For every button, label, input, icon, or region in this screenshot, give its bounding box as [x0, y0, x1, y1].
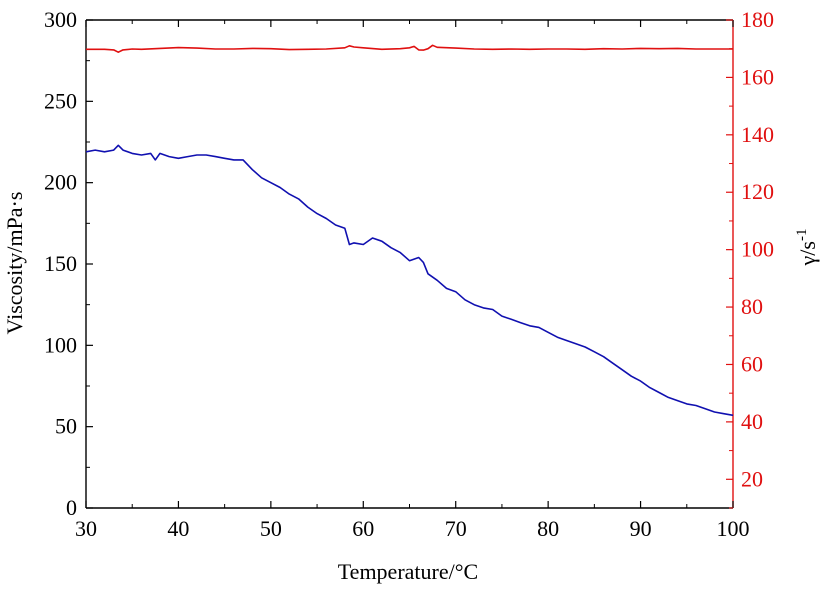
x-axis: 30 40 50 60 70 80 90 100	[75, 20, 750, 541]
x-axis-label: Temperature/°C	[338, 559, 478, 584]
y-right-tick-label: 40	[741, 409, 763, 434]
y-left-tick-label: 150	[44, 251, 77, 276]
x-tick-label: 50	[260, 516, 282, 541]
y-axis-left: 0 50 100 150 200 250 300	[44, 7, 93, 520]
y-right-tick-label: 100	[741, 237, 774, 262]
series-layer	[85, 44, 734, 417]
y-axis-right-label-exponent: -1	[794, 229, 810, 242]
y-left-tick-label: 200	[44, 170, 77, 195]
viscosity-series-line	[85, 144, 734, 417]
x-tick-label: 90	[630, 516, 652, 541]
y-right-tick-label: 180	[741, 7, 774, 32]
shear-rate-series-line	[86, 44, 733, 54]
y-right-tick-label: 20	[741, 466, 763, 491]
y-left-tick-label: 50	[55, 414, 77, 439]
y-axis-right-label-base: γ/s	[795, 241, 820, 266]
y-left-tick-label: 300	[44, 7, 77, 32]
y-right-tick-label: 80	[741, 294, 763, 319]
y-axis-left-label: Viscosity/mPa·s	[2, 192, 27, 335]
x-tick-label: 30	[75, 516, 97, 541]
x-tick-label: 40	[167, 516, 189, 541]
y-axis-right-label: γ/s-1	[794, 229, 820, 267]
y-left-tick-label: 100	[44, 332, 77, 357]
y-axis-right: 20 40 60 80 100 120 140 160 180	[726, 7, 774, 509]
y-left-tick-label: 250	[44, 88, 77, 113]
y-left-tick-label: 0	[66, 495, 77, 520]
y-right-tick-label: 60	[741, 351, 763, 376]
plot-frame	[85, 19, 734, 509]
x-tick-label: 100	[717, 516, 750, 541]
x-tick-label: 80	[537, 516, 559, 541]
y-right-tick-label: 160	[741, 64, 774, 89]
y-right-tick-label: 120	[741, 179, 774, 204]
x-tick-label: 70	[445, 516, 467, 541]
x-tick-label: 60	[352, 516, 374, 541]
y-right-tick-label: 140	[741, 122, 774, 147]
